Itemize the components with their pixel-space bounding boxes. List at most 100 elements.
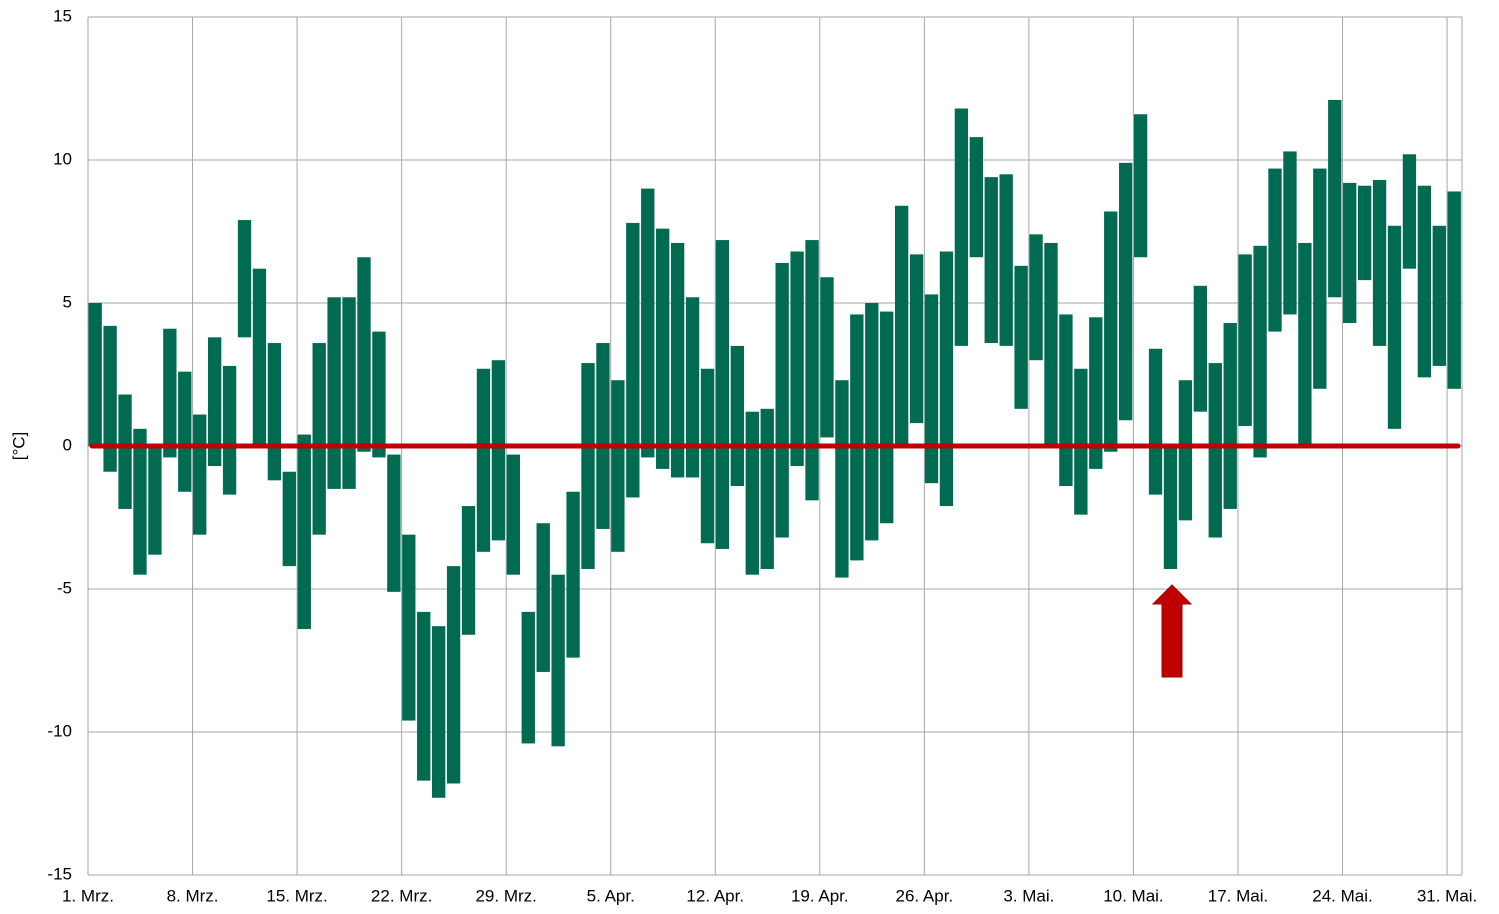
bar [252,268,267,446]
bar [775,262,789,538]
bar [909,254,924,424]
bar [387,454,401,592]
y-tick-label: -15 [47,864,72,883]
bar [461,506,476,635]
bar [476,368,491,552]
bar [1253,245,1267,458]
y-tick-label: 10 [53,149,72,168]
bar [118,394,132,509]
bar [999,174,1013,346]
bar [581,363,595,569]
bar [880,311,894,524]
bar [1402,154,1417,269]
bar [1357,185,1372,281]
bar [536,523,550,672]
x-tick-label: 19. Apr. [791,886,849,905]
y-tick-label: 0 [63,435,72,454]
bar [357,257,371,452]
bar [715,240,730,549]
bar [924,294,939,484]
bar [148,446,162,555]
bar [865,303,879,541]
y-tick-label: 15 [53,6,72,25]
bar [1148,348,1163,495]
bar [1133,114,1148,258]
x-tick-label: 3. Mai. [1003,886,1054,905]
bar [1208,363,1222,538]
bar [1163,446,1178,569]
bar [432,626,446,798]
bar [1447,191,1461,389]
bar [103,325,117,472]
bar [193,414,207,535]
annotation-arrow [1151,584,1193,678]
x-tick-label: 1. Mrz. [62,886,114,905]
y-tick-label: -5 [57,578,72,597]
bar [790,251,804,467]
bar [641,188,655,458]
x-tick-label: 12. Apr. [686,886,744,905]
bar [417,611,431,781]
bar [237,220,252,338]
x-tick-label: 22. Mrz. [371,886,432,905]
x-tick-label: 8. Mrz. [167,886,219,905]
y-tick-label: -10 [47,721,72,740]
bar [596,343,610,529]
bar [551,574,565,747]
bar [820,277,834,438]
bar [670,242,685,478]
bar [745,411,759,575]
x-tick-label: 15. Mrz. [266,886,327,905]
bar [566,491,580,658]
bar [222,365,237,495]
bar [850,314,864,561]
bar [312,343,326,535]
bar [267,343,282,481]
bar [700,368,715,544]
bar [327,297,341,489]
bar [1313,168,1327,389]
bar [1089,317,1103,469]
bar [685,297,700,478]
bar [1074,368,1088,515]
bar [297,434,311,630]
x-tick-label: 24. Mai. [1312,886,1372,905]
x-tick-label: 17. Mai. [1208,886,1268,905]
bar [730,345,745,487]
bar [1104,211,1118,452]
bar [805,240,819,501]
bar [835,380,849,578]
bar [1328,99,1342,298]
bar [1119,162,1133,421]
bar [1372,180,1387,346]
bar [521,611,535,744]
bar [1298,242,1312,446]
bar [207,337,222,467]
bar [1432,225,1446,366]
bar [760,408,774,569]
bar [1238,254,1252,426]
bar [1223,323,1237,509]
bar [1059,314,1073,487]
bar [506,454,521,575]
bar [969,137,983,258]
x-tick-label: 31. Mai. [1417,886,1477,905]
bar [1044,242,1058,446]
bar [446,566,461,784]
bar [1178,380,1193,521]
bar [1268,168,1282,332]
bar [1193,285,1208,412]
bar [626,222,640,498]
x-tick-label: 26. Apr. [896,886,954,905]
bar [954,108,969,346]
bar [1387,225,1402,429]
bar [402,534,416,721]
bar [163,328,177,458]
bar [656,228,670,469]
bar [372,331,386,458]
bar [984,177,998,344]
bar [939,251,954,507]
bar [1283,151,1297,315]
